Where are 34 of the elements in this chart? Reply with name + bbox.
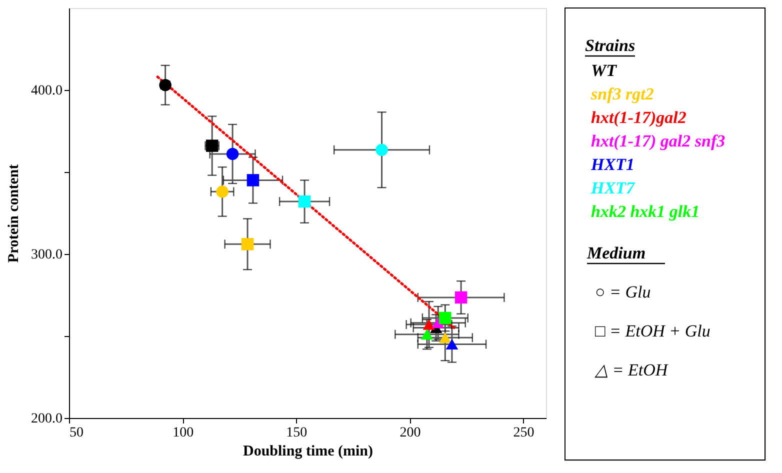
x-tick-label: 100 [172,426,194,440]
y-tick-label: 200.0 [31,412,62,426]
text: hxk2 hxk1 glk1 [591,202,700,221]
point [454,291,468,304]
text: △ = EtOH [594,360,670,380]
point [446,338,458,350]
text: HXT1 [590,155,634,174]
x-tick-label: 150 [286,426,308,440]
text: Medium [586,244,646,262]
point [420,329,434,340]
point [216,186,228,198]
x-tick-label: 250 [513,426,534,440]
point [376,144,388,156]
legend-label: WT [591,61,618,80]
point [241,238,254,250]
x-tick-label: 50 [70,426,84,440]
y-axis-title: Protein content [6,164,22,263]
y-tick-label: 400.0 [31,84,62,98]
x-axis-title: Doubling time (min) [242,444,374,460]
point [422,319,436,330]
text: hxt(1-17)gal2 [591,108,687,127]
y-tick-label: 300.0 [31,248,62,262]
point [298,195,311,208]
text: HXT7 [590,178,636,198]
text: snf3 rgt2 [590,84,654,104]
legend-title: Strains [585,36,636,55]
x-tick-label: 200 [400,426,421,440]
point [246,174,260,186]
point [439,332,452,343]
text: □ = EtOH + Glu [595,322,710,340]
text: ○ = Glu [595,282,651,302]
point [439,312,452,324]
point [226,148,239,160]
text: hxt(1-17) gal2 snf3 [591,132,726,150]
